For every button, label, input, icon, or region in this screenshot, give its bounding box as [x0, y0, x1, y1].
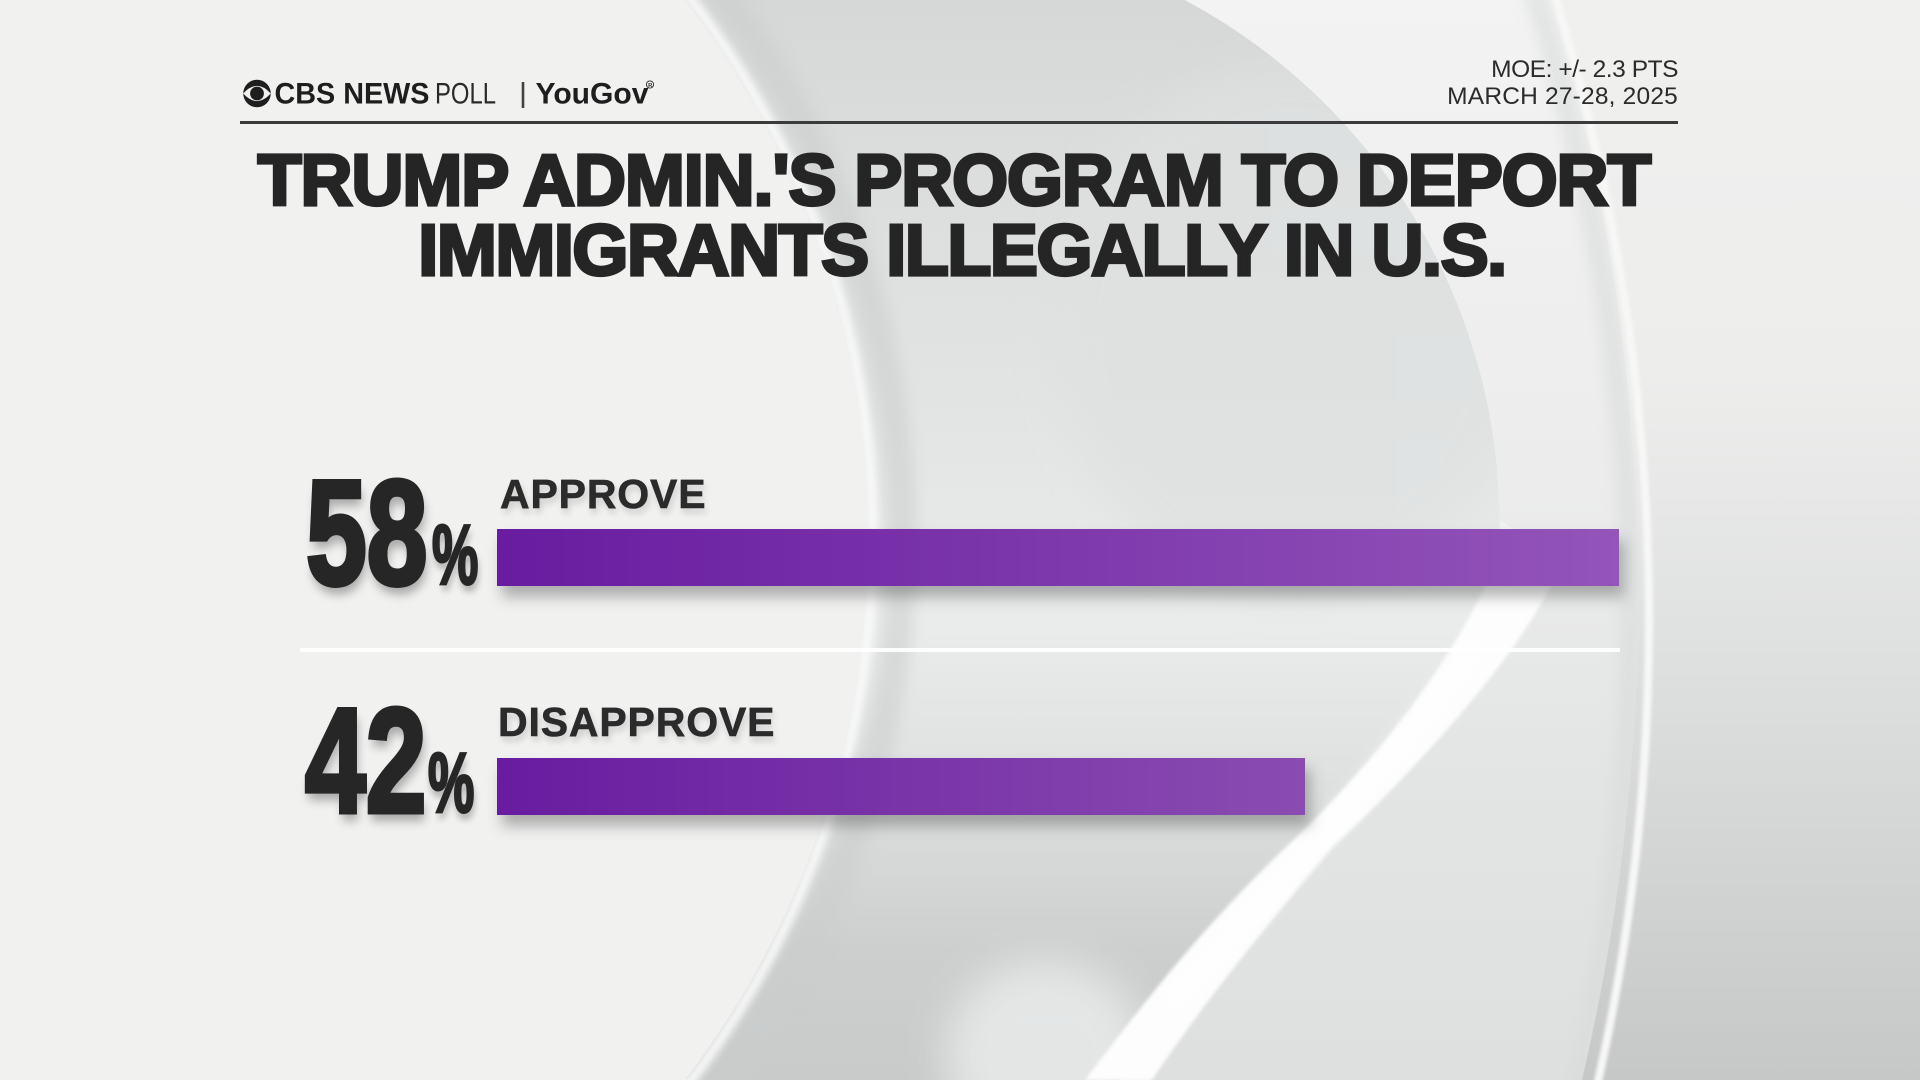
- svg-text:POLL: POLL: [435, 77, 496, 110]
- svg-text:CBS NEWS: CBS NEWS: [275, 77, 430, 110]
- svg-text:R: R: [648, 83, 653, 89]
- svg-text:YouGov: YouGov: [536, 77, 650, 110]
